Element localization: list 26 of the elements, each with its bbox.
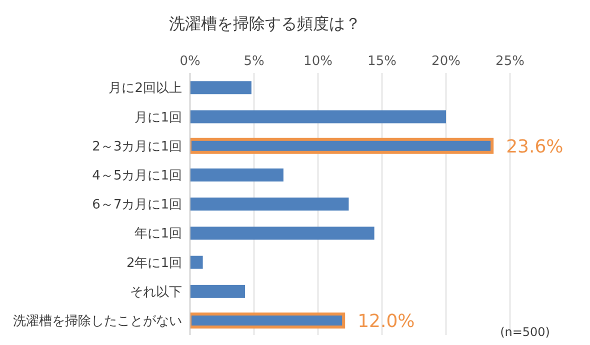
y-tick-label: 月に2回以上 [108,81,182,96]
bar [190,256,203,269]
y-tick-label: 2年に1回 [126,256,182,271]
y-tick-label: 6～7カ月に1回 [92,198,182,213]
bar [190,226,374,240]
x-tick-label: 10% [304,54,332,69]
bar [190,110,446,124]
x-tick-label: 5% [244,54,264,69]
y-tick-label: 洗濯槽を掃除したことがない [13,314,182,330]
x-tick-label: 20% [432,54,460,69]
x-tick-label: 15% [368,54,396,69]
y-tick-label: 4～5カ月に1回 [92,168,182,184]
y-tick-label: 2～3カ月に1回 [92,139,182,154]
y-tick-label: それ以下 [130,284,182,300]
y-tick-label: 月に1回 [134,110,182,126]
x-tick-label: 25% [496,54,524,69]
bar [190,198,349,211]
bar [190,168,284,182]
x-tick-label: 0% [180,54,200,69]
bar [190,284,246,298]
y-tick-label: 年に1回 [134,226,182,242]
annotation: (n=500) [500,325,550,339]
chart-title: 洗濯槽を掃除する頻度は？ [168,13,362,35]
data-label: 23.6% [506,136,564,158]
bar [190,81,252,94]
data-label: 12.0% [358,310,415,332]
